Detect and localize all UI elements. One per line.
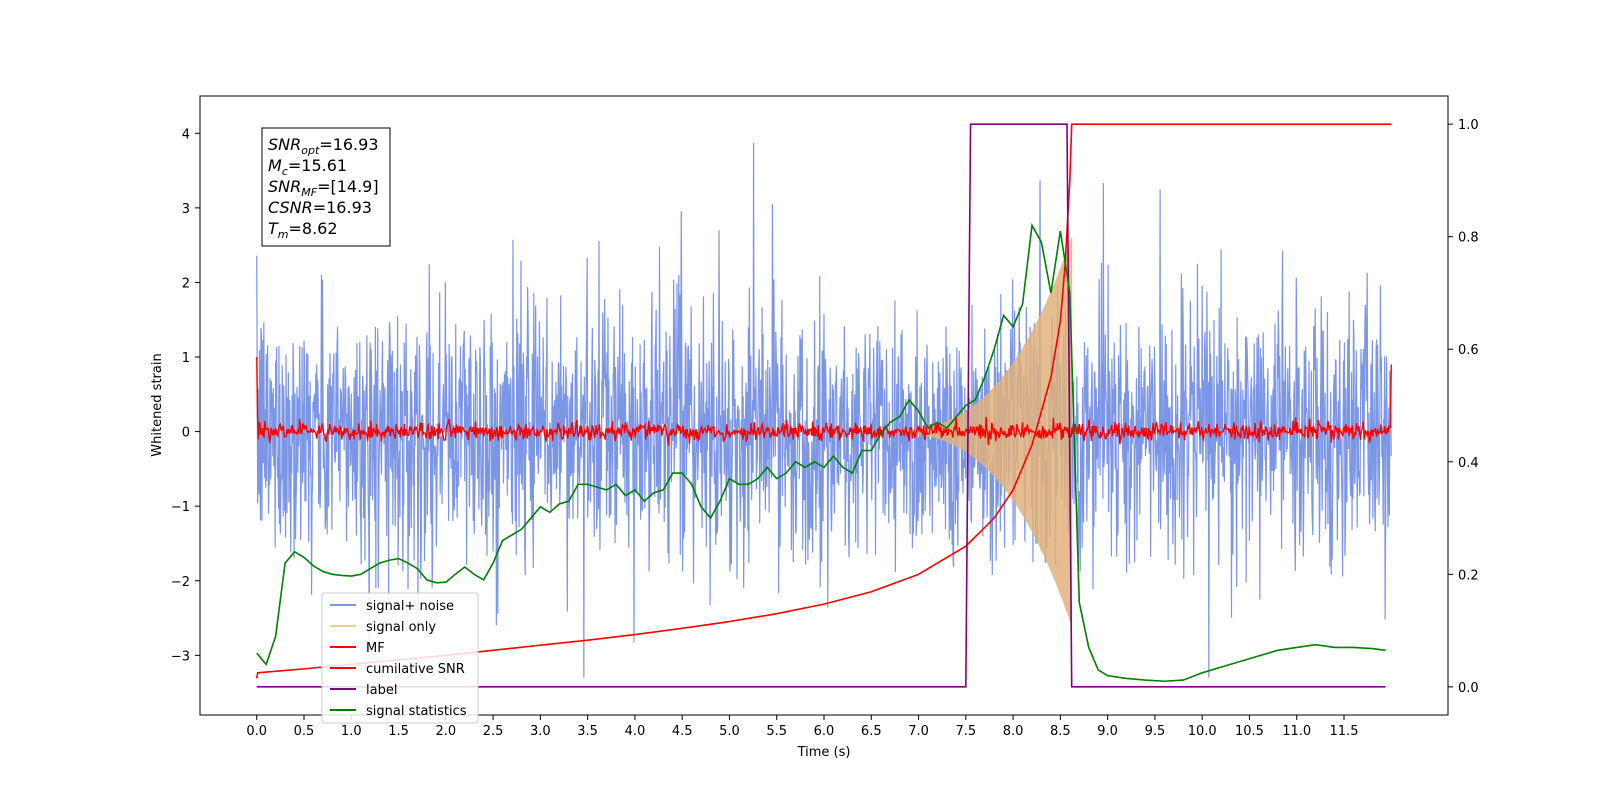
y-axis-label: Whitened strain (150, 353, 165, 456)
x-axis: 0.0 0.5 1.0 1.5 2.0 2.5 3.0 3.5 4.0 4.5 5.0 5.5 6.0 6… (246, 715, 1358, 739)
legend-label: MF (366, 641, 385, 656)
info-box-line: SNRopt=16.93 (268, 135, 379, 157)
y-right-tick-label: 0.8 (1458, 231, 1479, 246)
x-tick-label: 7.0 (908, 724, 929, 739)
y-right-tick-label: 0.6 (1458, 343, 1479, 358)
x-tick-label: 9.0 (1097, 724, 1118, 739)
y-left-tick-label: −2 (171, 575, 190, 590)
x-tick-label: 11.5 (1330, 724, 1359, 739)
y-left-tick-label: −1 (171, 500, 190, 515)
y-left-tick-label: 2 (182, 276, 190, 291)
legend-label: signal+ noise (366, 599, 454, 614)
y-right-tick-label: 0.4 (1458, 456, 1479, 471)
x-tick-label: 4.5 (672, 724, 693, 739)
y-left-tick-label: 4 (182, 127, 190, 142)
x-tick-label: 4.0 (625, 724, 646, 739)
series-signal-statistics (256, 222, 1386, 683)
info-box-line: Mc=15.61 (268, 156, 347, 178)
x-tick-label: 0.0 (246, 724, 267, 739)
legend-frame (321, 592, 479, 724)
x-tick-label: 8.0 (1003, 724, 1024, 739)
x-tick-label: 0.5 (294, 724, 315, 739)
legend-label: label (366, 683, 397, 698)
x-tick-label: 5.0 (719, 724, 740, 739)
info-box-line: CSNR=16.93 (268, 198, 372, 217)
x-tick-label: 1.0 (341, 724, 362, 739)
y-left-tick-label: −3 (171, 649, 190, 664)
x-tick-label: 1.5 (388, 724, 409, 739)
x-tick-label: 8.5 (1050, 724, 1071, 739)
y-right-tick-label: 0.2 (1458, 568, 1479, 583)
x-tick-label: 7.5 (955, 724, 976, 739)
x-tick-label: 6.5 (861, 724, 882, 739)
legend-label: cumilative SNR (366, 662, 465, 677)
x-tick-label: 5.5 (766, 724, 787, 739)
info-box-line: SNRMF=[14.9] (268, 177, 379, 199)
info-box-frame (261, 127, 391, 247)
y-axis-right: 1.0 0.8 0.6 0.4 0.2 0.0 (1448, 118, 1479, 696)
x-tick-label: 10.0 (1188, 724, 1217, 739)
x-tick-label: 3.0 (530, 724, 551, 739)
y-left-tick-label: 3 (182, 202, 190, 217)
legend-label: signal statistics (366, 704, 467, 719)
y-right-tick-label: 0.0 (1458, 681, 1479, 696)
x-tick-label: 2.0 (435, 724, 456, 739)
x-tick-label: 11.0 (1282, 724, 1311, 739)
x-axis-label: Time (s) (797, 745, 851, 760)
y-right-tick-label: 1.0 (1458, 118, 1479, 133)
x-tick-label: 6.0 (814, 724, 835, 739)
series-signal-noise (256, 143, 1392, 678)
series-label (256, 123, 1386, 688)
info-box-line: Tm=8.62 (268, 219, 338, 241)
legend-label: signal only (366, 620, 436, 635)
y-axis-left: 4 3 2 1 0 −1 −2 −3 (171, 127, 200, 664)
legend: signal+ noise signal only MF cumilative SNR… (321, 592, 479, 724)
x-tick-label: 9.5 (1145, 724, 1166, 739)
x-tick-label: 10.5 (1235, 724, 1264, 739)
y-left-tick-label: 0 (182, 426, 190, 441)
x-tick-label: 3.5 (577, 724, 598, 739)
info-box: SNRopt=16.93Mc=15.61SNRMF=[14.9]CSNR=16.… (261, 127, 391, 247)
series-mf (256, 357, 1392, 446)
y-left-tick-label: 1 (182, 351, 190, 366)
x-tick-label: 2.5 (483, 724, 504, 739)
